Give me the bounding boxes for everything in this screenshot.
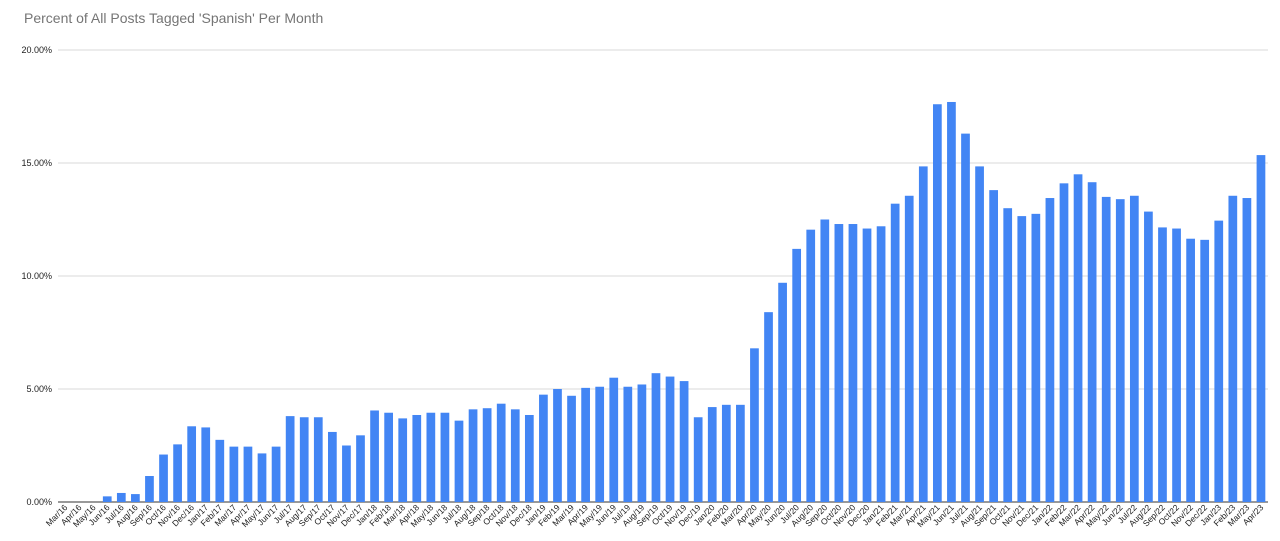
bar-oct-22	[1172, 228, 1181, 503]
bar-jun-16	[102, 496, 112, 502]
bar-oct-18	[496, 403, 506, 502]
bar-mar-18	[398, 418, 408, 502]
bar-dec-19	[693, 417, 703, 502]
bar-oct-17	[327, 431, 337, 502]
bar-jul-16	[116, 492, 126, 502]
bar-mar-21	[904, 195, 914, 502]
bar-aug-16	[131, 494, 140, 502]
bar-nov-19	[679, 381, 689, 502]
bar-oct-16	[159, 454, 168, 502]
bar-apr-17	[243, 446, 253, 502]
y-tick-label: 15.00%	[21, 158, 52, 168]
y-tick-label: 10.00%	[21, 271, 52, 281]
bar-feb-19	[553, 389, 562, 502]
bar-dec-20	[862, 228, 872, 503]
bar-dec-22	[1200, 239, 1210, 502]
bar-apr-23	[1256, 155, 1266, 502]
bar-oct-21	[1003, 208, 1013, 502]
bar-jul-22	[1129, 195, 1139, 502]
gridlines	[58, 49, 1268, 503]
bar-feb-18	[384, 412, 394, 502]
y-axis-tick-labels: 0.00% 5.00% 10.00% 15.00% 20.00%	[21, 45, 52, 507]
bar-apr-20	[750, 348, 759, 502]
bar-dec-18	[524, 414, 534, 502]
bar-jan-21	[876, 226, 886, 502]
bar-dec-16	[187, 426, 197, 502]
bar-feb-20	[721, 404, 731, 502]
bar-nov-21	[1017, 216, 1027, 503]
bar-nov-16	[173, 444, 182, 502]
bar-may-17	[257, 453, 267, 502]
bar-mar-20	[736, 404, 745, 502]
bar-jul-20	[792, 248, 802, 502]
bar-nov-17	[342, 445, 351, 502]
bar-oct-20	[834, 224, 844, 502]
bar-jan-20	[707, 407, 717, 502]
bars	[102, 101, 1266, 503]
bar-jan-22	[1045, 198, 1055, 502]
bar-nov-18	[510, 409, 520, 502]
chart-title: Percent of All Posts Tagged 'Spanish' Pe…	[24, 10, 324, 26]
bar-apr-21	[918, 166, 928, 502]
bar-dec-17	[356, 435, 365, 502]
bar-aug-21	[975, 166, 984, 502]
bar-sep-18	[482, 408, 492, 502]
bar-apr-22	[1087, 182, 1097, 502]
bar-mar-23	[1242, 198, 1252, 502]
bar-aug-20	[806, 229, 816, 503]
bar-jan-18	[370, 410, 379, 502]
bar-sep-16	[145, 476, 154, 502]
bar-jan-19	[539, 394, 548, 502]
bar-jul-19	[623, 386, 633, 502]
bar-mar-17	[229, 446, 239, 502]
y-tick-label: 20.00%	[21, 45, 52, 55]
bar-dec-21	[1031, 213, 1041, 502]
bar-sep-21	[989, 190, 999, 502]
bar-apr-18	[412, 414, 422, 502]
bar-jun-19	[609, 377, 619, 502]
bar-mar-22	[1073, 174, 1083, 503]
bar-jun-21	[947, 101, 956, 502]
bar-may-19	[595, 386, 605, 502]
bar-aug-17	[299, 417, 309, 502]
bar-may-21	[932, 104, 942, 503]
bar-jun-17	[271, 446, 281, 502]
bar-jan-17	[201, 427, 211, 502]
bar-mar-19	[567, 395, 576, 502]
bar-aug-19	[637, 384, 647, 502]
bar-sep-20	[820, 219, 830, 502]
bar-may-22	[1101, 196, 1111, 502]
bar-feb-22	[1059, 183, 1069, 502]
x-axis-tick-labels: Mar/16Apr/16May/16Jun/16Jul/16Aug/16Sep/…	[44, 502, 1266, 529]
bar-feb-17	[215, 439, 225, 502]
bar-may-18	[426, 412, 436, 502]
bar-jul-17	[285, 416, 295, 502]
bar-feb-21	[890, 203, 900, 502]
bar-jul-18	[454, 420, 464, 502]
bar-sep-22	[1158, 227, 1167, 502]
y-tick-label: 5.00%	[26, 384, 52, 394]
bar-oct-19	[665, 376, 675, 502]
bar-aug-18	[468, 409, 478, 502]
bar-may-20	[764, 312, 773, 502]
bar-aug-22	[1144, 211, 1153, 502]
bar-jul-21	[961, 133, 970, 502]
y-tick-label: 0.00%	[26, 497, 52, 507]
bar-sep-17	[313, 417, 323, 502]
bar-feb-23	[1228, 195, 1238, 502]
bar-jan-23	[1214, 220, 1224, 502]
bar-jun-18	[440, 412, 450, 502]
bar-nov-22	[1186, 238, 1195, 502]
bar-jun-20	[778, 282, 787, 502]
bar-sep-19	[651, 373, 661, 502]
bar-jun-22	[1115, 199, 1125, 502]
bar-apr-19	[581, 387, 590, 502]
bar-nov-20	[848, 224, 858, 502]
